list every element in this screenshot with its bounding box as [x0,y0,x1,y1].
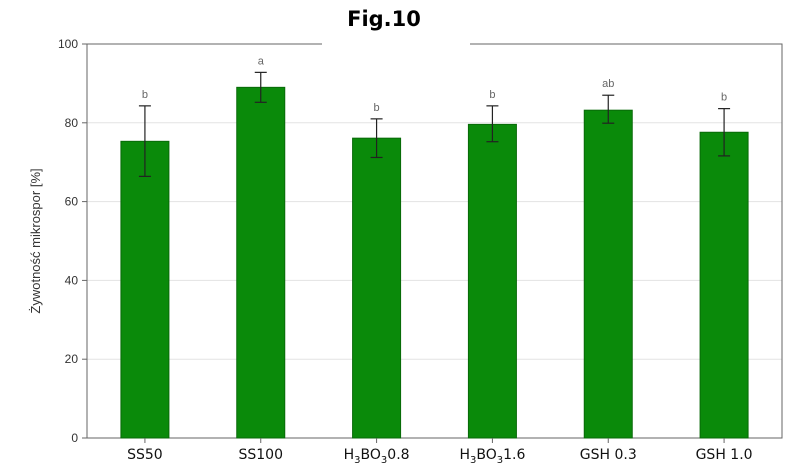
x-tick-label-text: SS50 [127,447,163,463]
title-mask [322,30,470,58]
bar [699,131,749,439]
x-tick-label-text: GSH 0.3 [580,447,637,463]
significance-label: a [258,55,265,67]
x-tick-label-subscript: 3 [354,455,360,464]
y-tick-label: 80 [65,116,79,130]
x-tick-label-subscript: 3 [381,455,387,464]
x-tick-label-text: 1.6 [503,447,525,463]
x-tick-label-subscript: 3 [497,455,503,464]
significance-label: b [142,89,148,101]
x-tick-label: H3BO31.6 [459,447,525,464]
x-tick-label: GSH 1.0 [696,447,753,463]
bar [352,137,402,439]
x-tick-label-text: SS100 [239,447,284,463]
x-axis: SS50 SS100 H3BO30.8 H3BO31.6 GSH 0.3 GSH 1.0 [127,438,753,464]
x-tick-label-subscript: 3 [470,455,476,464]
y-tick-label: 0 [71,431,78,445]
grid-lines [87,122,782,360]
x-tick-label-text: BO [476,447,496,463]
x-tick-label-text: 0.8 [387,447,409,463]
x-tick-label: GSH 0.3 [580,447,637,463]
x-tick-label-text: H [459,447,470,463]
significance-label: b [374,102,380,114]
y-tick-label: 20 [65,352,79,366]
x-tick-label-text: BO [361,447,381,463]
y-tick-label: 100 [58,37,78,51]
significance-label: ab [602,78,614,90]
bar [583,109,633,439]
y-axis-label: Żywotność mikrospor [%] [28,168,43,313]
bar [236,86,286,439]
y-tick-label: 40 [65,273,79,287]
x-tick-label: SS50 [127,447,163,463]
bar [120,140,170,439]
error-bars [138,71,731,177]
bar [467,123,517,439]
y-tick-label: 60 [65,195,79,209]
x-tick-label: SS100 [239,447,284,463]
x-tick-label: H3BO30.8 [344,447,410,464]
x-tick-label-text: H [344,447,355,463]
significance-label: b [721,92,727,104]
chart-title: Fig.10 [347,7,421,31]
bars [120,86,749,439]
y-axis: 0 20 40 60 80 100 [58,37,87,445]
x-tick-label-text: GSH 1.0 [696,447,753,463]
significance-label: b [489,89,495,101]
plot-frame [86,43,783,439]
